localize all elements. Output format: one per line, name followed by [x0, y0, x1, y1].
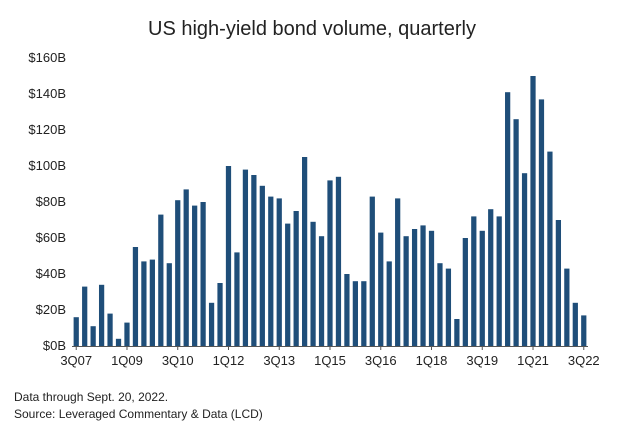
bar-4Q13: [285, 223, 291, 346]
y-tick-label: $80B: [36, 194, 66, 209]
bar-2Q15: [335, 176, 342, 346]
bar-1Q22: [564, 268, 570, 346]
bar-1Q10: [158, 214, 164, 346]
bar-2Q13: [268, 196, 274, 346]
bar-2Q09: [132, 247, 139, 346]
x-tick-label: 1Q18: [416, 353, 448, 368]
footnote-data-through: Data through Sept. 20, 2022.: [14, 390, 169, 404]
bar-4Q21: [555, 220, 562, 346]
bar-1Q20: [496, 216, 502, 346]
bar-2Q22: [572, 302, 578, 346]
chart-title: US high-yield bond volume, quarterly: [148, 18, 476, 40]
bar-3Q20: [513, 119, 519, 346]
bar-2Q17: [403, 236, 409, 346]
bar-1Q12: [225, 166, 232, 346]
bar-4Q16: [386, 261, 392, 346]
bar-4Q10: [183, 189, 189, 346]
bars: [73, 76, 587, 347]
y-tick-label: $40B: [36, 266, 66, 281]
bar-4Q15: [352, 281, 358, 346]
x-tick-label: 3Q13: [263, 353, 295, 368]
bar-3Q10: [175, 200, 181, 346]
y-axis: $0B $20B $40B $60B $80B $100B $120B $140B $160B: [28, 50, 66, 353]
x-tick-label: 1Q21: [517, 353, 549, 368]
bar-3Q07: [73, 317, 79, 346]
bar-1Q14: [293, 211, 299, 346]
x-tick-label: 1Q09: [111, 353, 143, 368]
y-tick-label: $140B: [28, 86, 66, 101]
bar-4Q14: [318, 236, 325, 346]
bar-2Q11: [200, 202, 206, 346]
bar-3Q11: [208, 302, 215, 346]
bar-2Q08: [98, 284, 105, 346]
x-tick-label: 3Q16: [365, 353, 397, 368]
x-axis: 3Q07 1Q09 3Q10 1Q12 3Q13 1Q15 3Q16 1Q18 3Q19 1Q21…: [60, 346, 600, 368]
bar-1Q13: [259, 185, 265, 346]
bar-3Q13: [276, 198, 282, 346]
x-tick-label: 3Q10: [162, 353, 194, 368]
bar-1Q19: [462, 238, 468, 346]
x-tick-label: 1Q12: [213, 353, 245, 368]
bar-4Q07: [82, 286, 88, 346]
bar-1Q17: [395, 198, 401, 346]
bar-3Q08: [107, 313, 113, 346]
bar-1Q11: [192, 205, 198, 346]
bar-4Q11: [217, 283, 223, 346]
bar-4Q19: [488, 209, 494, 346]
bar-3Q12: [242, 169, 249, 346]
y-tick-label: $20B: [36, 302, 66, 317]
bar-4Q08: [115, 338, 122, 346]
bar-4Q17: [420, 225, 426, 346]
bar-3Q21: [547, 151, 553, 346]
bar-1Q09: [124, 322, 130, 346]
bar-2Q18: [437, 263, 443, 346]
y-tick-label: $60B: [36, 230, 66, 245]
bar-2Q20: [505, 92, 511, 346]
footnote-source: Source: Leveraged Commentary & Data (LCD…: [14, 407, 263, 421]
bar-1Q18: [428, 230, 435, 346]
bar-1Q21: [530, 76, 536, 346]
x-tick-label: 3Q07: [60, 353, 92, 368]
bar-2Q19: [471, 216, 477, 346]
bar-1Q08: [90, 326, 96, 346]
y-tick-label: $100B: [28, 158, 66, 173]
bar-1Q16: [361, 281, 367, 346]
bar-3Q14: [310, 221, 316, 346]
y-tick-label: $160B: [28, 50, 66, 65]
bar-1Q15: [327, 180, 333, 346]
x-tick-label: 3Q19: [466, 353, 498, 368]
bar-4Q12: [251, 175, 257, 346]
y-tick-label: $120B: [28, 122, 66, 137]
bar-2Q16: [369, 196, 375, 346]
x-tick-label: 1Q15: [314, 353, 346, 368]
bar-3Q15: [344, 274, 350, 346]
bar-3Q22: [581, 315, 587, 346]
bar-2Q10: [166, 263, 172, 346]
x-tick-label: 3Q22: [568, 353, 600, 368]
bar-3Q16: [378, 232, 384, 346]
bar-3Q17: [411, 229, 418, 346]
bar-4Q20: [521, 173, 528, 346]
bar-3Q18: [445, 268, 452, 346]
bar-2Q21: [538, 99, 545, 347]
bar-3Q19: [479, 230, 485, 346]
bar-4Q18: [454, 319, 460, 346]
y-tick-label: $0B: [43, 338, 66, 353]
bar-3Q09: [141, 261, 147, 346]
bar-4Q09: [149, 259, 155, 346]
bar-2Q12: [234, 252, 240, 346]
bar-2Q14: [302, 157, 308, 346]
